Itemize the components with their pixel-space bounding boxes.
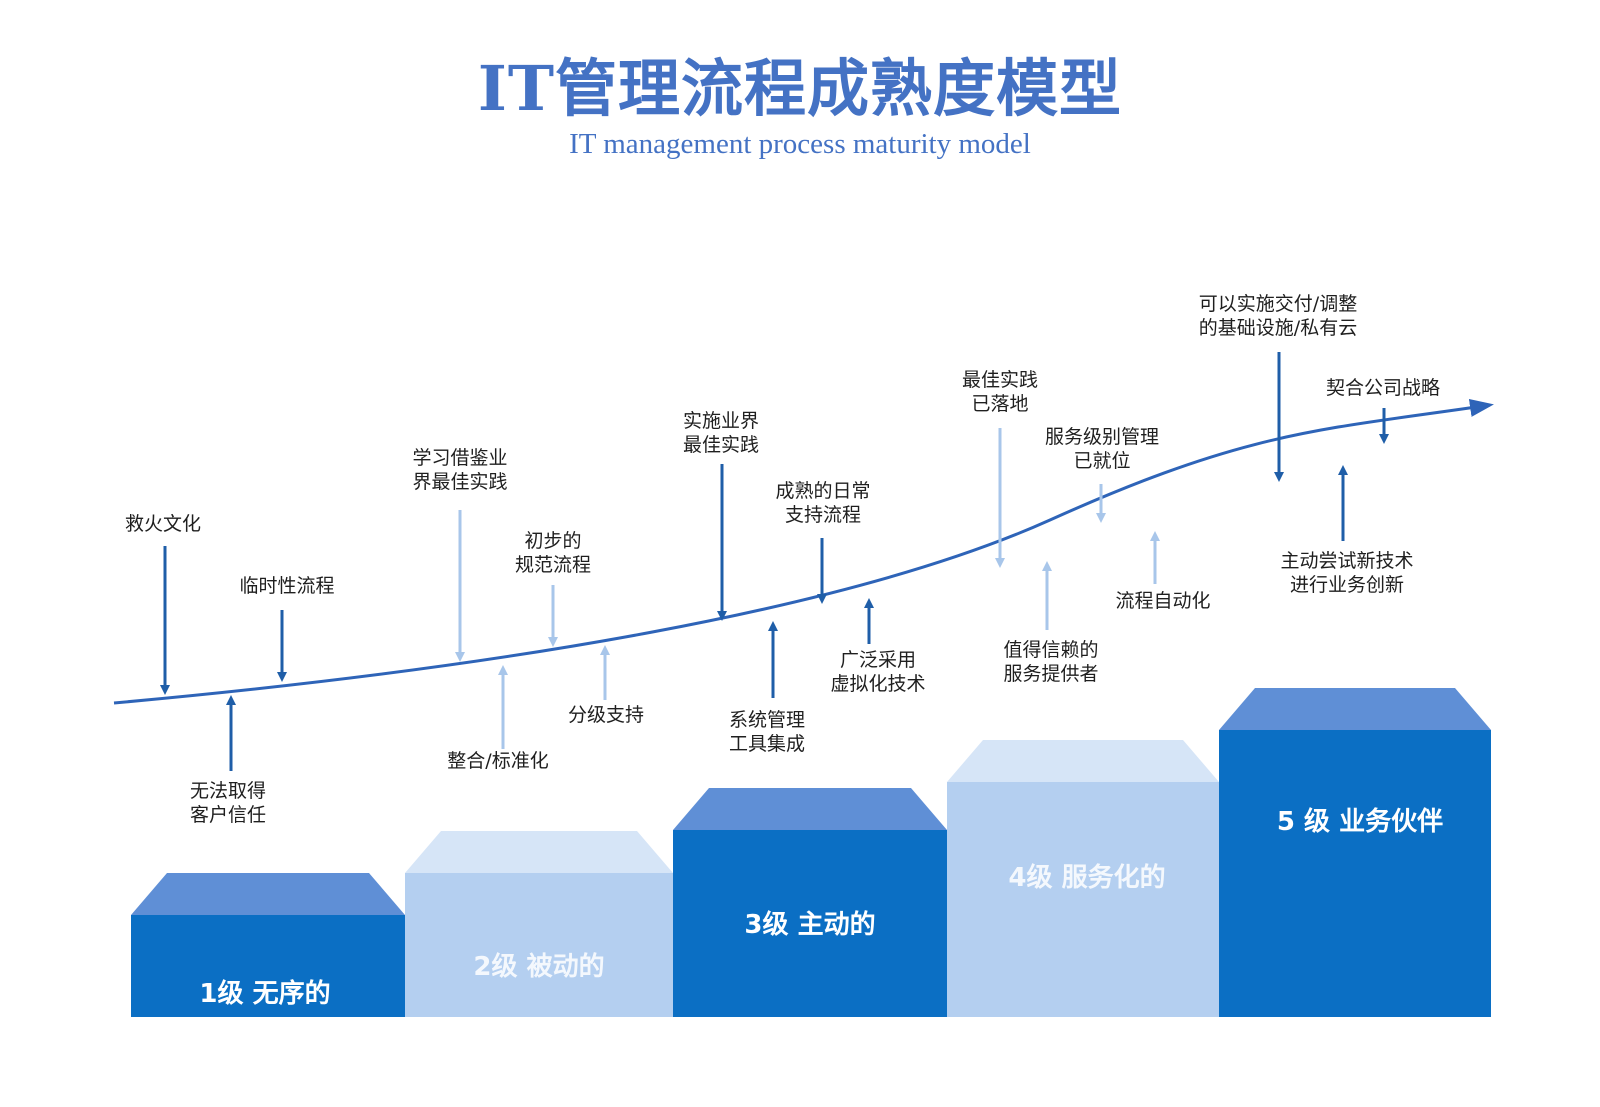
annotation-mature-daily-support: 成熟的日常支持流程 [775, 480, 871, 604]
annotation-line: 分级支持 [568, 704, 644, 726]
annotation-line: 支持流程 [785, 504, 861, 526]
annotation-line: 流程自动化 [1115, 590, 1210, 612]
level-step-body [947, 782, 1219, 1017]
annotation-text: 学习借鉴业界最佳实践 [412, 447, 507, 493]
level-step-body [405, 873, 673, 1017]
annotation-text: 实施业界最佳实践 [683, 410, 759, 456]
annotation-process-automation: 流程自动化 [1115, 531, 1211, 612]
annotation-line: 工具集成 [729, 733, 805, 755]
annotation-text: 契合公司战略 [1326, 377, 1440, 399]
annotation-text: 可以实施交付/调整的基础设施/私有云 [1199, 293, 1357, 339]
level-step-cap [673, 788, 947, 830]
annotation-line: 最佳实践 [683, 434, 759, 456]
level-step-cap [131, 873, 405, 915]
annotation-system-mgmt-tools: 系统管理工具集成 [729, 621, 805, 755]
annotation-line: 初步的 [524, 530, 581, 552]
annotation-text: 服务级别管理已就位 [1045, 426, 1159, 472]
annotation-no-customer-trust: 无法取得客户信任 [190, 695, 266, 826]
annotation-line: 整合/标准化 [447, 750, 548, 772]
level-label: 3级 主动的 [744, 909, 875, 940]
level-step-body [1219, 730, 1491, 1017]
annotation-implement-best-practice: 实施业界最佳实践 [683, 410, 759, 621]
page-subtitle: IT management process maturity model [569, 128, 1031, 160]
level-step-3: 3级 主动的 [673, 788, 947, 1017]
level-label: 2级 被动的 [473, 951, 604, 982]
annotation-line: 无法取得 [190, 780, 266, 802]
annotation-text: 救火文化 [125, 513, 201, 535]
annotation-line: 救火文化 [125, 513, 201, 535]
annotation-text: 临时性流程 [239, 575, 334, 597]
annotation-line: 系统管理 [729, 709, 805, 731]
level-label: 4级 服务化的 [1008, 862, 1165, 893]
annotation-line: 规范流程 [515, 554, 591, 576]
annotation-text: 分级支持 [568, 704, 644, 726]
annotation-text: 初步的规范流程 [515, 530, 591, 576]
level-label: 1级 无序的 [199, 978, 330, 1009]
annotation-line: 值得信赖的 [1003, 639, 1098, 661]
maturity-steps: 1级 无序的 2级 被动的 3级 主动的 4级 服务化的 5 级 业务伙伴 [131, 688, 1491, 1017]
level-step-2: 2级 被动的 [405, 831, 673, 1017]
annotation-line: 已就位 [1073, 450, 1130, 472]
annotation-firefighting: 救火文化 [125, 513, 201, 695]
annotation-line: 进行业务创新 [1290, 574, 1404, 596]
annotation-line: 临时性流程 [239, 575, 334, 597]
annotation-line: 客户信任 [190, 804, 266, 826]
annotation-text: 最佳实践已落地 [962, 369, 1038, 415]
level-step-cap [1219, 688, 1491, 730]
annotation-line: 学习借鉴业 [412, 447, 507, 469]
annotation-line: 的基础设施/私有云 [1199, 317, 1357, 339]
annotation-line: 最佳实践 [962, 369, 1038, 391]
annotation-line: 虚拟化技术 [830, 673, 925, 695]
annotation-initial-standard-process: 初步的规范流程 [515, 530, 591, 647]
annotation-learn-best-practice: 学习借鉴业界最佳实践 [412, 447, 508, 662]
annotation-line: 广泛采用 [840, 649, 916, 671]
annotation-adhoc-process: 临时性流程 [239, 575, 335, 682]
annotation-line: 实施业界 [683, 410, 759, 432]
level-label: 5 级 业务伙伴 [1277, 806, 1443, 837]
level-step-cap [405, 831, 673, 873]
annotation-line: 主动尝试新技术 [1280, 550, 1413, 572]
annotation-virtualization: 广泛采用虚拟化技术 [830, 598, 926, 695]
annotation-text: 流程自动化 [1115, 590, 1210, 612]
annotation-company-strategy: 契合公司战略 [1326, 377, 1440, 444]
annotation-tiered-support: 分级支持 [568, 645, 644, 726]
annotation-text: 成熟的日常支持流程 [775, 480, 870, 526]
annotation-text: 系统管理工具集成 [729, 709, 805, 755]
annotation-sla-in-place: 服务级别管理已就位 [1045, 426, 1159, 523]
annotation-trusted-provider: 值得信赖的服务提供者 [1003, 561, 1099, 685]
annotation-line: 可以实施交付/调整 [1199, 293, 1357, 315]
annotation-text: 整合/标准化 [447, 750, 548, 772]
growth-curve-arrow [113, 399, 1494, 705]
annotations: 救火文化临时性流程无法取得客户信任学习借鉴业界最佳实践初步的规范流程整合/标准化… [125, 293, 1440, 826]
annotation-line: 已落地 [971, 393, 1028, 415]
annotation-line: 契合公司战略 [1326, 377, 1440, 399]
level-step-cap [947, 740, 1219, 782]
annotation-line: 成熟的日常 [775, 480, 870, 502]
annotation-line: 界最佳实践 [412, 471, 507, 493]
level-step-body [131, 915, 405, 1017]
annotation-best-practice-landed: 最佳实践已落地 [962, 369, 1038, 568]
annotation-private-cloud: 可以实施交付/调整的基础设施/私有云 [1199, 293, 1357, 482]
annotation-text: 值得信赖的服务提供者 [1003, 639, 1098, 685]
annotation-new-tech-innovation: 主动尝试新技术进行业务创新 [1280, 465, 1414, 596]
level-step-5: 5 级 业务伙伴 [1219, 688, 1491, 1017]
annotation-integration-standardization: 整合/标准化 [447, 665, 549, 772]
annotation-text: 无法取得客户信任 [190, 780, 266, 826]
annotation-text: 主动尝试新技术进行业务创新 [1280, 550, 1413, 596]
level-step-body [673, 830, 947, 1017]
page-title: IT管理流程成熟度模型 [477, 52, 1123, 125]
annotation-line: 服务级别管理 [1045, 426, 1159, 448]
annotation-text: 广泛采用虚拟化技术 [830, 649, 925, 695]
level-step-4: 4级 服务化的 [947, 740, 1219, 1017]
level-step-1: 1级 无序的 [131, 873, 405, 1017]
annotation-line: 服务提供者 [1003, 663, 1098, 685]
